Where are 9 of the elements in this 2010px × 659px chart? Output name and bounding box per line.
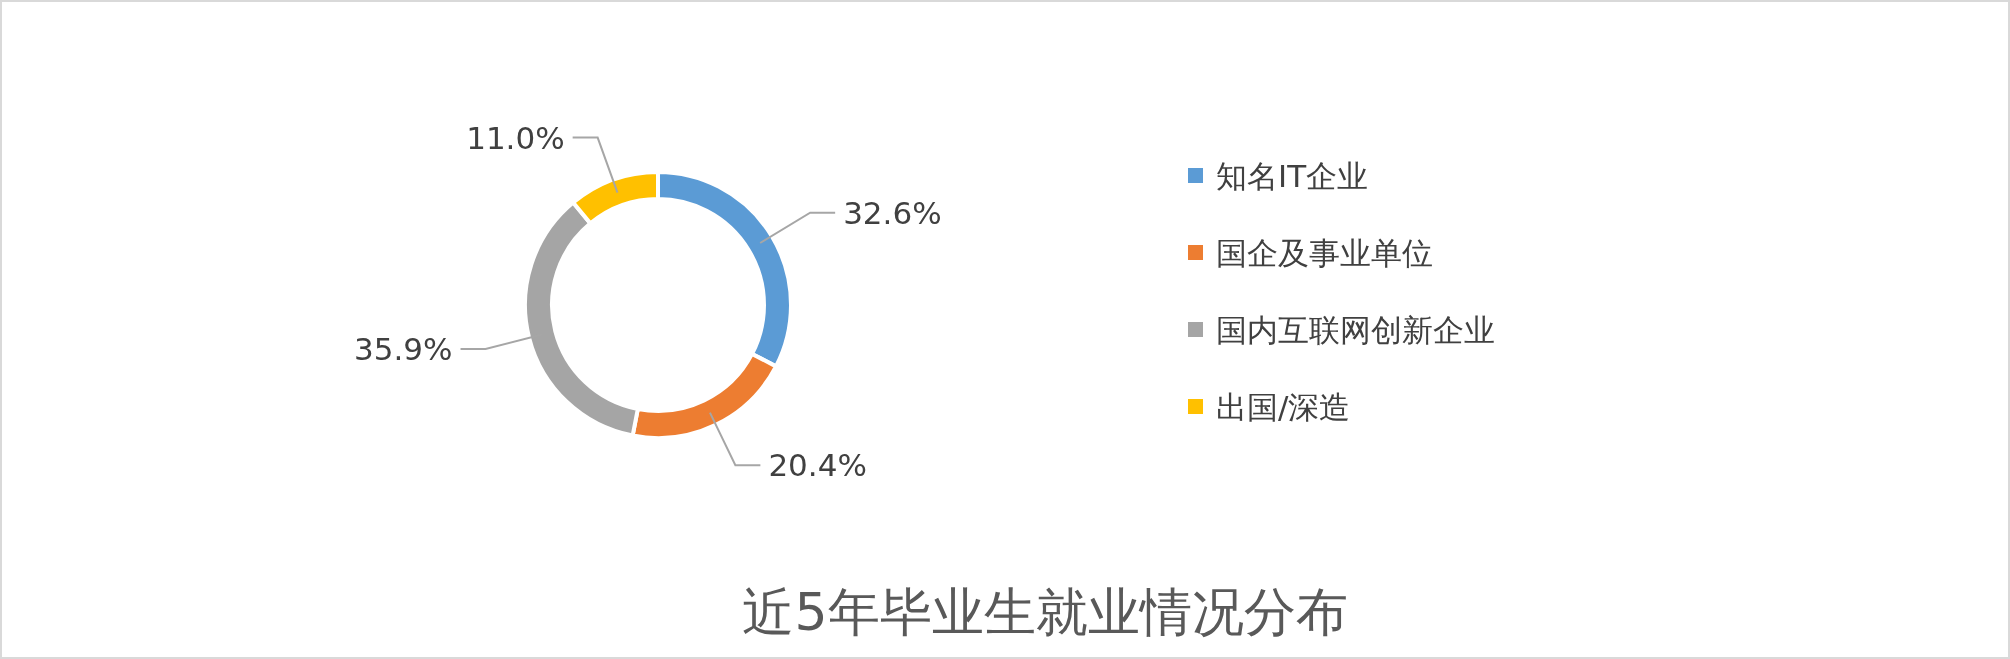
data-label: 32.6% xyxy=(843,194,942,231)
legend-label: 国内互联网创新企业 xyxy=(1216,312,1495,348)
data-label: 11.0% xyxy=(466,119,565,156)
legend-label: 出国/深造 xyxy=(1216,389,1351,425)
data-label: 20.4% xyxy=(768,447,867,484)
legend-label: 知名IT企业 xyxy=(1216,158,1369,194)
text: 近5年毕业生就业情况分布 xyxy=(742,582,1348,642)
data-label: 35.9% xyxy=(354,331,453,368)
legend-label: 国企及事业单位 xyxy=(1216,235,1433,271)
